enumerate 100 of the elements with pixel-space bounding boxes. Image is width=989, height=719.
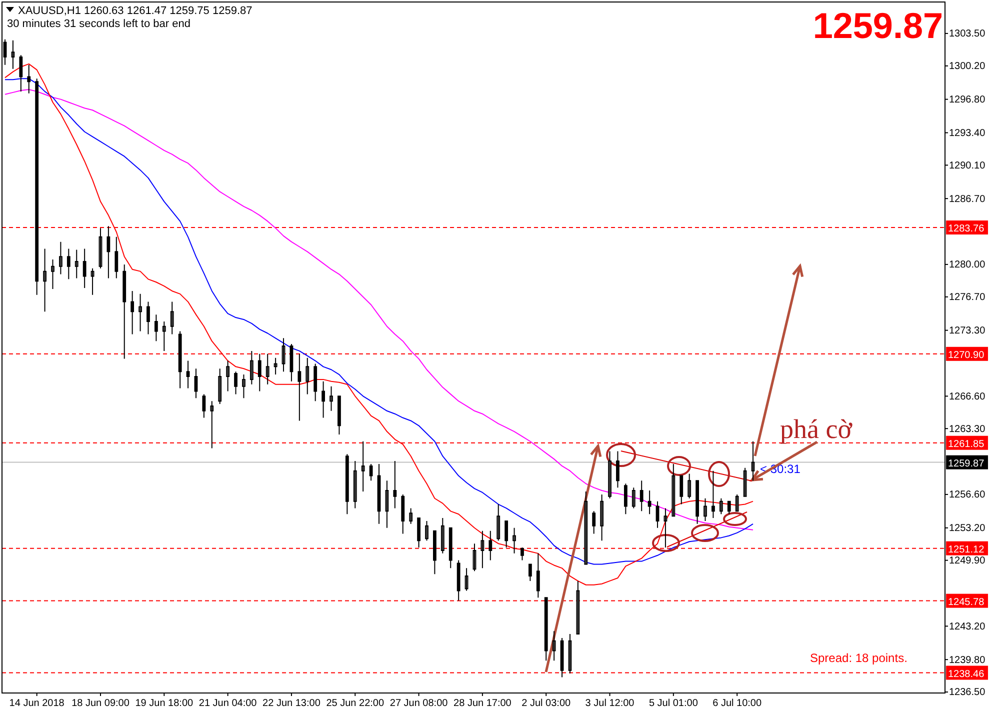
candlestick — [242, 374, 246, 399]
candlestick — [266, 353, 270, 385]
candlestick — [314, 363, 318, 402]
candlestick — [90, 268, 94, 296]
chart-title: XAUUSD,H1 1260.63 1261.47 1259.75 1259.87 — [18, 5, 252, 17]
ref-line-label: 1259.87 — [948, 458, 985, 470]
candlestick — [162, 320, 166, 352]
candlestick — [66, 248, 70, 280]
candlestick — [226, 360, 230, 392]
ref-line-label: 1238.46 — [948, 668, 985, 680]
text: phá cờ — [780, 414, 853, 444]
x-tick-label: 5 Jul 01:00 — [648, 698, 698, 710]
y-tick-label: 1256.60 — [949, 490, 986, 501]
candlestick — [520, 547, 524, 561]
candlestick — [440, 518, 444, 554]
x-tick-label: 22 Jun 13:00 — [262, 698, 321, 710]
candlestick — [409, 508, 413, 524]
x-tick-label: 25 Jun 22:00 — [326, 698, 384, 710]
text: 1259.87 — [812, 5, 943, 46]
ref-line-label: 1261.85 — [948, 438, 985, 450]
candlestick — [19, 54, 23, 92]
candlestick — [608, 450, 612, 499]
candlestick — [194, 368, 198, 399]
candlestick — [138, 293, 142, 332]
candlestick — [672, 463, 676, 517]
x-tick-label: 3 Jul 12:00 — [585, 698, 635, 710]
text: 30 minutes 31 seconds left to bar end — [7, 18, 190, 30]
candlestick — [640, 480, 644, 512]
candlestick — [330, 386, 333, 412]
y-tick-label: 1286.70 — [949, 194, 986, 205]
candlestick — [186, 360, 190, 389]
y-tick-label: 1236.50 — [949, 687, 986, 698]
candlestick — [448, 527, 452, 569]
y-tick-label: 1296.80 — [949, 94, 986, 106]
candlestick — [393, 460, 397, 509]
candlestick — [688, 473, 692, 499]
candlestick — [43, 248, 46, 312]
candlestick — [552, 630, 556, 662]
candlestick — [178, 330, 182, 389]
candlestick — [59, 241, 62, 275]
x-tick-label: 19 Jun 18:00 — [135, 698, 194, 710]
candlestick — [11, 40, 15, 70]
candlestick — [544, 597, 548, 662]
candlestick — [696, 480, 699, 524]
x-tick-label: 2 Jul 03:00 — [522, 698, 571, 710]
candlestick — [114, 236, 118, 279]
candlestick — [234, 371, 238, 395]
candlestick — [106, 226, 110, 279]
y-tick-label: 1266.60 — [949, 391, 986, 402]
candlestick — [648, 490, 652, 515]
candlestick — [146, 301, 150, 335]
text: Spread: 18 points. — [810, 651, 908, 665]
y-tick-label: 1303.50 — [949, 28, 986, 40]
candlestick — [353, 460, 357, 509]
candlestick — [250, 350, 254, 385]
y-tick-label: 1300.20 — [949, 61, 986, 72]
y-tick-label: 1243.20 — [949, 621, 986, 632]
y-tick-label: 1280.00 — [949, 260, 986, 271]
candlestick — [170, 301, 174, 335]
candlestick — [680, 475, 684, 505]
candlestick — [496, 504, 500, 542]
candlestick — [712, 470, 715, 519]
candlestick — [82, 248, 86, 289]
x-tick-label: 21 Jun 04:00 — [198, 698, 258, 710]
y-tick-label: 1276.70 — [949, 292, 986, 304]
candlestick — [401, 494, 405, 534]
candlestick — [433, 530, 436, 575]
candlestick — [361, 440, 365, 492]
x-tick-label: 27 Jun 08:00 — [390, 698, 448, 710]
y-tick-label: 1273.30 — [949, 326, 986, 336]
candlestick — [664, 508, 668, 548]
y-tick-label: 1293.40 — [949, 128, 986, 139]
candlestick — [704, 498, 707, 522]
candlestick — [130, 290, 134, 335]
ref-line-label: 1270.90 — [948, 350, 985, 361]
candlestick — [35, 78, 39, 296]
x-tick-label: 6 Jul 10:00 — [712, 698, 762, 710]
candlestick — [735, 494, 739, 512]
x-tick-label: 14 Jun 2018 — [9, 698, 65, 710]
candlestick — [751, 440, 755, 482]
candlestick — [727, 500, 731, 515]
candlestick — [338, 396, 341, 435]
candlestick — [719, 498, 723, 515]
ref-line-label: 1283.76 — [948, 223, 985, 234]
y-tick-label: 1263.30 — [949, 424, 986, 435]
candlestick — [425, 520, 428, 542]
y-tick-label: 1249.90 — [949, 556, 986, 567]
candlestick — [480, 530, 484, 569]
candlestick — [345, 454, 349, 515]
candlestick — [51, 259, 54, 290]
candlestick — [592, 510, 596, 534]
candlestick — [298, 353, 302, 422]
candlestick — [202, 394, 206, 418]
candlestick — [528, 564, 532, 582]
candlestick — [258, 353, 262, 392]
candlestick — [122, 264, 126, 360]
candlestick — [417, 518, 420, 548]
candlestick — [632, 487, 636, 509]
candlestick — [27, 64, 31, 94]
candlestick — [385, 480, 389, 528]
